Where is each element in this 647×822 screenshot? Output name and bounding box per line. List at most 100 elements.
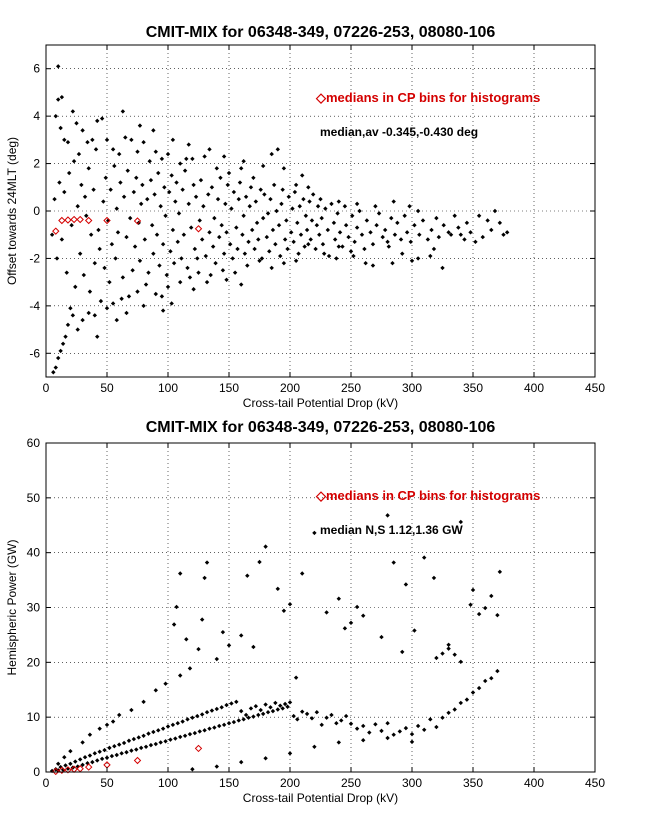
data-point xyxy=(199,712,205,717)
data-point xyxy=(248,706,254,711)
data-point xyxy=(86,166,91,171)
data-point xyxy=(440,715,445,720)
data-point xyxy=(66,170,72,176)
data-point xyxy=(264,234,270,240)
data-point xyxy=(98,298,104,304)
data-point xyxy=(103,175,108,180)
data-point xyxy=(224,702,229,708)
data-point xyxy=(391,199,396,204)
y-tick-label: 0 xyxy=(33,765,40,779)
data-point xyxy=(354,201,360,207)
data-point xyxy=(489,593,494,599)
y-tick-label: 20 xyxy=(27,655,41,669)
data-point xyxy=(62,189,67,195)
data-point xyxy=(385,239,390,245)
data-point xyxy=(409,739,415,745)
median-point xyxy=(194,744,203,753)
data-point xyxy=(263,756,268,761)
data-point xyxy=(495,668,500,674)
data-point xyxy=(379,728,384,734)
y-tick-label: 6 xyxy=(33,62,40,76)
data-point xyxy=(99,116,105,121)
data-point xyxy=(470,690,476,695)
data-point xyxy=(174,604,179,610)
data-point xyxy=(252,246,257,252)
data-point xyxy=(354,604,360,610)
data-point xyxy=(90,137,95,143)
data-point xyxy=(65,322,71,328)
ticks: 0 50 100 150 200 250 300 350 400 450 -6 -4 -2 0 2 4 6 xyxy=(29,45,605,395)
data-point xyxy=(428,717,433,722)
data-point xyxy=(434,215,439,221)
data-point xyxy=(53,365,58,370)
data-point xyxy=(332,237,338,242)
data-point xyxy=(204,560,210,565)
data-point xyxy=(203,253,209,259)
data-point xyxy=(190,715,195,720)
data-point xyxy=(251,714,256,719)
data-point xyxy=(95,334,100,339)
data-point xyxy=(234,699,239,705)
data-point xyxy=(163,681,168,686)
data-point xyxy=(308,237,313,242)
data-point xyxy=(456,225,461,230)
data-point xyxy=(269,265,274,271)
x-tick-label: 50 xyxy=(100,776,114,790)
data-point xyxy=(180,719,185,724)
data-point xyxy=(73,284,78,290)
data-point xyxy=(409,731,415,737)
data-point xyxy=(464,220,470,226)
data-point xyxy=(60,341,66,346)
data-point xyxy=(79,182,84,188)
data-point xyxy=(275,586,280,592)
median-point xyxy=(84,216,93,225)
chart-panel-1: CMIT-MIX for 06348-349, 07226-253, 08080… xyxy=(5,24,605,410)
legend-entry: ◇medians in CP bins for histograms xyxy=(315,90,540,105)
data-point xyxy=(220,268,226,273)
data-point xyxy=(132,244,138,249)
data-point xyxy=(275,707,280,712)
data-point xyxy=(85,140,90,145)
data-point xyxy=(117,151,122,157)
data-point xyxy=(448,232,454,237)
data-point xyxy=(256,712,261,718)
data-point xyxy=(117,712,122,718)
plot-area xyxy=(46,45,595,377)
data-point xyxy=(239,282,244,287)
data-point xyxy=(76,151,82,157)
data-point xyxy=(239,633,244,638)
data-point xyxy=(173,199,178,204)
data-point xyxy=(149,223,155,228)
data-point xyxy=(185,717,190,722)
y-axis-label: Offset towards 24MLT (deg) xyxy=(5,137,19,285)
data-point xyxy=(240,232,245,237)
data-point xyxy=(80,740,85,745)
data-point xyxy=(87,732,93,737)
y-tick-label: 50 xyxy=(27,491,41,505)
data-point xyxy=(402,213,407,218)
data-point xyxy=(214,166,219,171)
data-point xyxy=(276,223,282,228)
data-point xyxy=(368,230,373,235)
data-point xyxy=(389,215,394,221)
data-point xyxy=(397,729,402,734)
data-point xyxy=(224,277,229,282)
data-point xyxy=(151,128,156,133)
data-point xyxy=(97,246,102,252)
data-point xyxy=(241,717,246,722)
data-point xyxy=(501,232,506,237)
data-point xyxy=(219,223,224,228)
data-point xyxy=(214,656,219,662)
data-point xyxy=(300,173,305,178)
median-point xyxy=(133,756,142,765)
data-point xyxy=(434,655,439,661)
data-point xyxy=(265,211,271,216)
median-point xyxy=(70,215,78,224)
x-tick-label: 0 xyxy=(43,776,50,790)
median-annotation: median,av -0.345,-0.430 deg xyxy=(320,125,478,139)
data-point xyxy=(361,613,366,618)
data-point xyxy=(400,649,405,655)
data-point xyxy=(120,275,126,280)
data-point xyxy=(110,719,116,724)
y-tick-label: -2 xyxy=(29,251,40,265)
